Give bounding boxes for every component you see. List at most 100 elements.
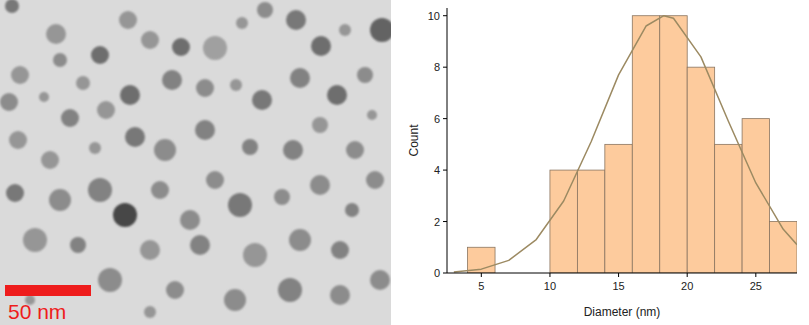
micrograph — [0, 0, 391, 325]
particle — [203, 36, 227, 60]
histogram-bar — [577, 170, 604, 273]
particle — [61, 109, 79, 127]
particle — [11, 66, 29, 84]
particle — [252, 90, 272, 110]
particle — [190, 235, 210, 255]
particle — [242, 139, 258, 155]
x-tick-label: 20 — [681, 280, 693, 292]
x-tick-label: 10 — [544, 280, 556, 292]
x-tick-label: 15 — [612, 280, 624, 292]
x-tick — [549, 273, 550, 277]
particle — [88, 178, 112, 202]
particle — [366, 171, 384, 189]
scale-bar — [5, 285, 91, 296]
particle — [5, 0, 19, 13]
x-axis-label: Diameter (nm) — [584, 305, 661, 319]
particle — [166, 281, 184, 299]
particle — [144, 306, 156, 318]
y-tick — [443, 118, 447, 119]
particle — [53, 53, 67, 67]
y-tick — [443, 273, 447, 274]
scale-bar-label: 50 nm — [8, 300, 66, 323]
particle — [113, 203, 137, 227]
particle — [49, 189, 71, 211]
particle — [120, 85, 140, 105]
particle — [327, 85, 347, 105]
y-tick — [443, 170, 447, 171]
particle — [70, 237, 86, 253]
histogram-bar — [687, 67, 714, 273]
histogram-bar — [715, 144, 742, 273]
histogram-bar — [742, 119, 769, 273]
particle — [172, 38, 190, 56]
y-tick-label: 10 — [428, 10, 440, 22]
particle — [89, 142, 101, 154]
particle — [228, 193, 252, 217]
histogram-bar — [605, 144, 632, 273]
particle — [330, 285, 350, 305]
particle — [41, 151, 59, 169]
particle — [339, 24, 351, 36]
y-tick-label: 2 — [434, 216, 440, 228]
particle — [6, 184, 24, 202]
particle — [39, 92, 49, 102]
particle — [310, 175, 330, 195]
particle — [23, 228, 47, 252]
y-axis-label: Count — [407, 124, 421, 157]
particle — [236, 17, 248, 29]
y-tick — [443, 67, 447, 68]
particle — [331, 241, 349, 259]
particle — [196, 79, 214, 97]
histogram-bar — [550, 170, 577, 273]
particle — [283, 140, 303, 160]
particle — [230, 79, 242, 91]
micrograph-background — [0, 0, 391, 325]
particle — [195, 120, 215, 140]
particle — [206, 171, 224, 189]
particle — [97, 101, 115, 119]
particle — [224, 289, 246, 311]
x-axis-line — [447, 273, 797, 274]
x-tick — [687, 273, 688, 277]
x-tick — [481, 273, 482, 277]
particle — [367, 110, 377, 120]
y-axis-line — [447, 8, 448, 273]
particle — [9, 131, 27, 149]
histogram-bar — [632, 16, 659, 273]
particle — [98, 268, 122, 292]
particle — [140, 240, 160, 260]
y-tick — [443, 221, 447, 222]
particle — [46, 24, 66, 44]
particle — [180, 210, 200, 230]
y-tick-label: 6 — [434, 113, 440, 125]
particle — [257, 2, 273, 18]
particle — [91, 46, 109, 64]
particle — [76, 76, 90, 90]
particle — [345, 203, 359, 217]
particle — [357, 67, 373, 83]
particle — [125, 127, 145, 147]
y-tick — [443, 15, 447, 16]
x-tick — [618, 273, 619, 277]
particle — [312, 117, 328, 133]
particle — [278, 278, 302, 302]
particle — [286, 10, 306, 30]
x-tick — [755, 273, 756, 277]
y-tick-label: 0 — [434, 267, 440, 279]
figure: 50 nm5101520250246810Diameter (nm)Count — [0, 0, 809, 325]
particle — [274, 189, 290, 205]
histogram-bar — [660, 16, 687, 273]
particle — [141, 31, 159, 49]
particle — [346, 141, 364, 159]
particle — [154, 139, 176, 161]
y-tick-label: 4 — [434, 164, 440, 176]
particle — [119, 11, 137, 29]
particle — [0, 93, 18, 111]
y-tick-label: 8 — [434, 61, 440, 73]
particle — [370, 270, 390, 290]
particle — [162, 70, 182, 90]
particle — [311, 36, 331, 56]
particle — [370, 18, 391, 42]
fit-curve — [454, 16, 797, 272]
particle — [243, 243, 267, 267]
